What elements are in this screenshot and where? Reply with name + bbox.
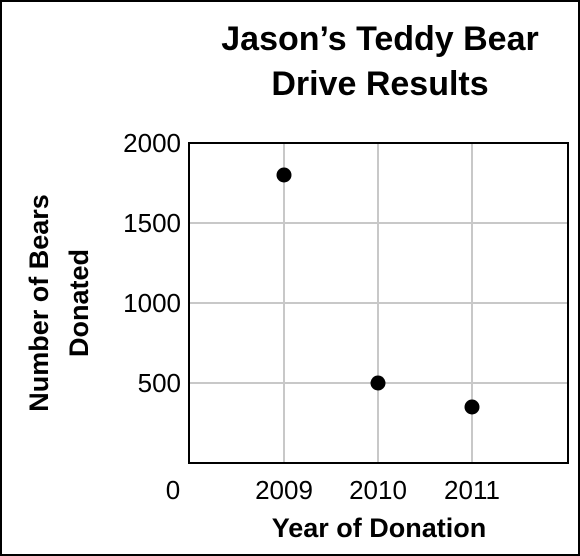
- data-point-2011: [464, 399, 480, 415]
- y-tick-label-2000: 2000: [123, 128, 181, 158]
- y-tick-label-1000: 1000: [123, 288, 181, 318]
- x-tick-label-2010: 2010: [349, 475, 407, 505]
- y-tick-label-1500: 1500: [123, 208, 181, 238]
- x-axis-ticks: 2009 2010 2011: [255, 475, 500, 505]
- y-axis-ticks: 0 500 1000 1500 2000: [123, 128, 181, 505]
- y-tick-label-0: 0: [166, 475, 180, 505]
- y-axis-label-line-1: Number of Bears: [24, 194, 54, 412]
- plot-area-border: [188, 142, 569, 464]
- y-tick-label-500: 500: [138, 368, 181, 398]
- data-points: [276, 167, 480, 415]
- y-axis-label-line-2: Donated: [64, 249, 94, 357]
- data-point-2009: [276, 167, 292, 183]
- x-axis-label: Year of Donation: [272, 513, 487, 543]
- data-point-2010: [370, 375, 386, 391]
- chart-title-line-2: Drive Results: [271, 65, 488, 103]
- chart-title-line-1: Jason’s Teddy Bear: [221, 20, 538, 58]
- grid: [189, 143, 568, 463]
- x-tick-label-2009: 2009: [255, 475, 313, 505]
- x-tick-label-2011: 2011: [444, 475, 500, 505]
